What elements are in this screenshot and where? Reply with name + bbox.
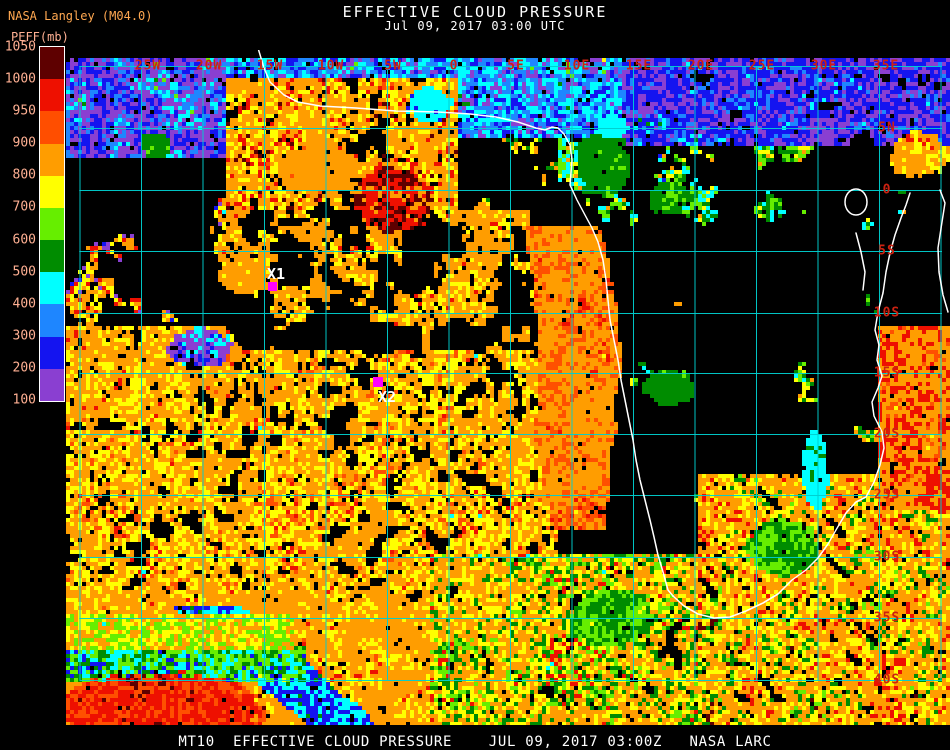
colorbar-segment	[40, 143, 64, 176]
colorbar-tick-label: 600	[12, 232, 36, 248]
colorbar-segment	[40, 47, 64, 80]
colorbar-segment	[40, 240, 64, 273]
colorbar	[39, 46, 65, 402]
colorbar-tick-label: 400	[12, 296, 36, 312]
colorbar-tick-label: 800	[12, 167, 36, 183]
colorbar-tick-label: 300	[12, 328, 36, 344]
page-subtitle: Jul 09, 2017 03:00 UTC	[384, 19, 566, 33]
colorbar-tick-label: 1000	[4, 71, 36, 87]
cloud-pressure-map	[66, 50, 950, 728]
colorbar-segment	[40, 272, 64, 305]
source-label: NASA Langley (M04.0)	[8, 9, 153, 23]
colorbar-tick-label: 1050	[4, 39, 36, 55]
colorbar-tick-label: 900	[12, 135, 36, 151]
colorbar-tick-label: 950	[12, 103, 36, 119]
colorbar-segment	[40, 368, 64, 401]
colorbar-segment	[40, 79, 64, 112]
colorbar-tick-label: 500	[12, 264, 36, 280]
page-title: EFFECTIVE CLOUD PRESSURE	[342, 3, 608, 21]
colorbar-title: PEFF(mb)	[11, 30, 69, 44]
colorbar-segment	[40, 336, 64, 369]
colorbar-segment	[40, 207, 64, 241]
colorbar-tick-label: 200	[12, 360, 36, 376]
colorbar-segment	[40, 175, 64, 208]
colorbar-segment	[40, 304, 64, 337]
colorbar-tick-label: 100	[12, 392, 36, 408]
colorbar-segment	[40, 111, 64, 144]
colorbar-tick-label: 700	[12, 199, 36, 215]
footer-caption: MT10 EFFECTIVE CLOUD PRESSURE JUL 09, 20…	[178, 734, 772, 750]
